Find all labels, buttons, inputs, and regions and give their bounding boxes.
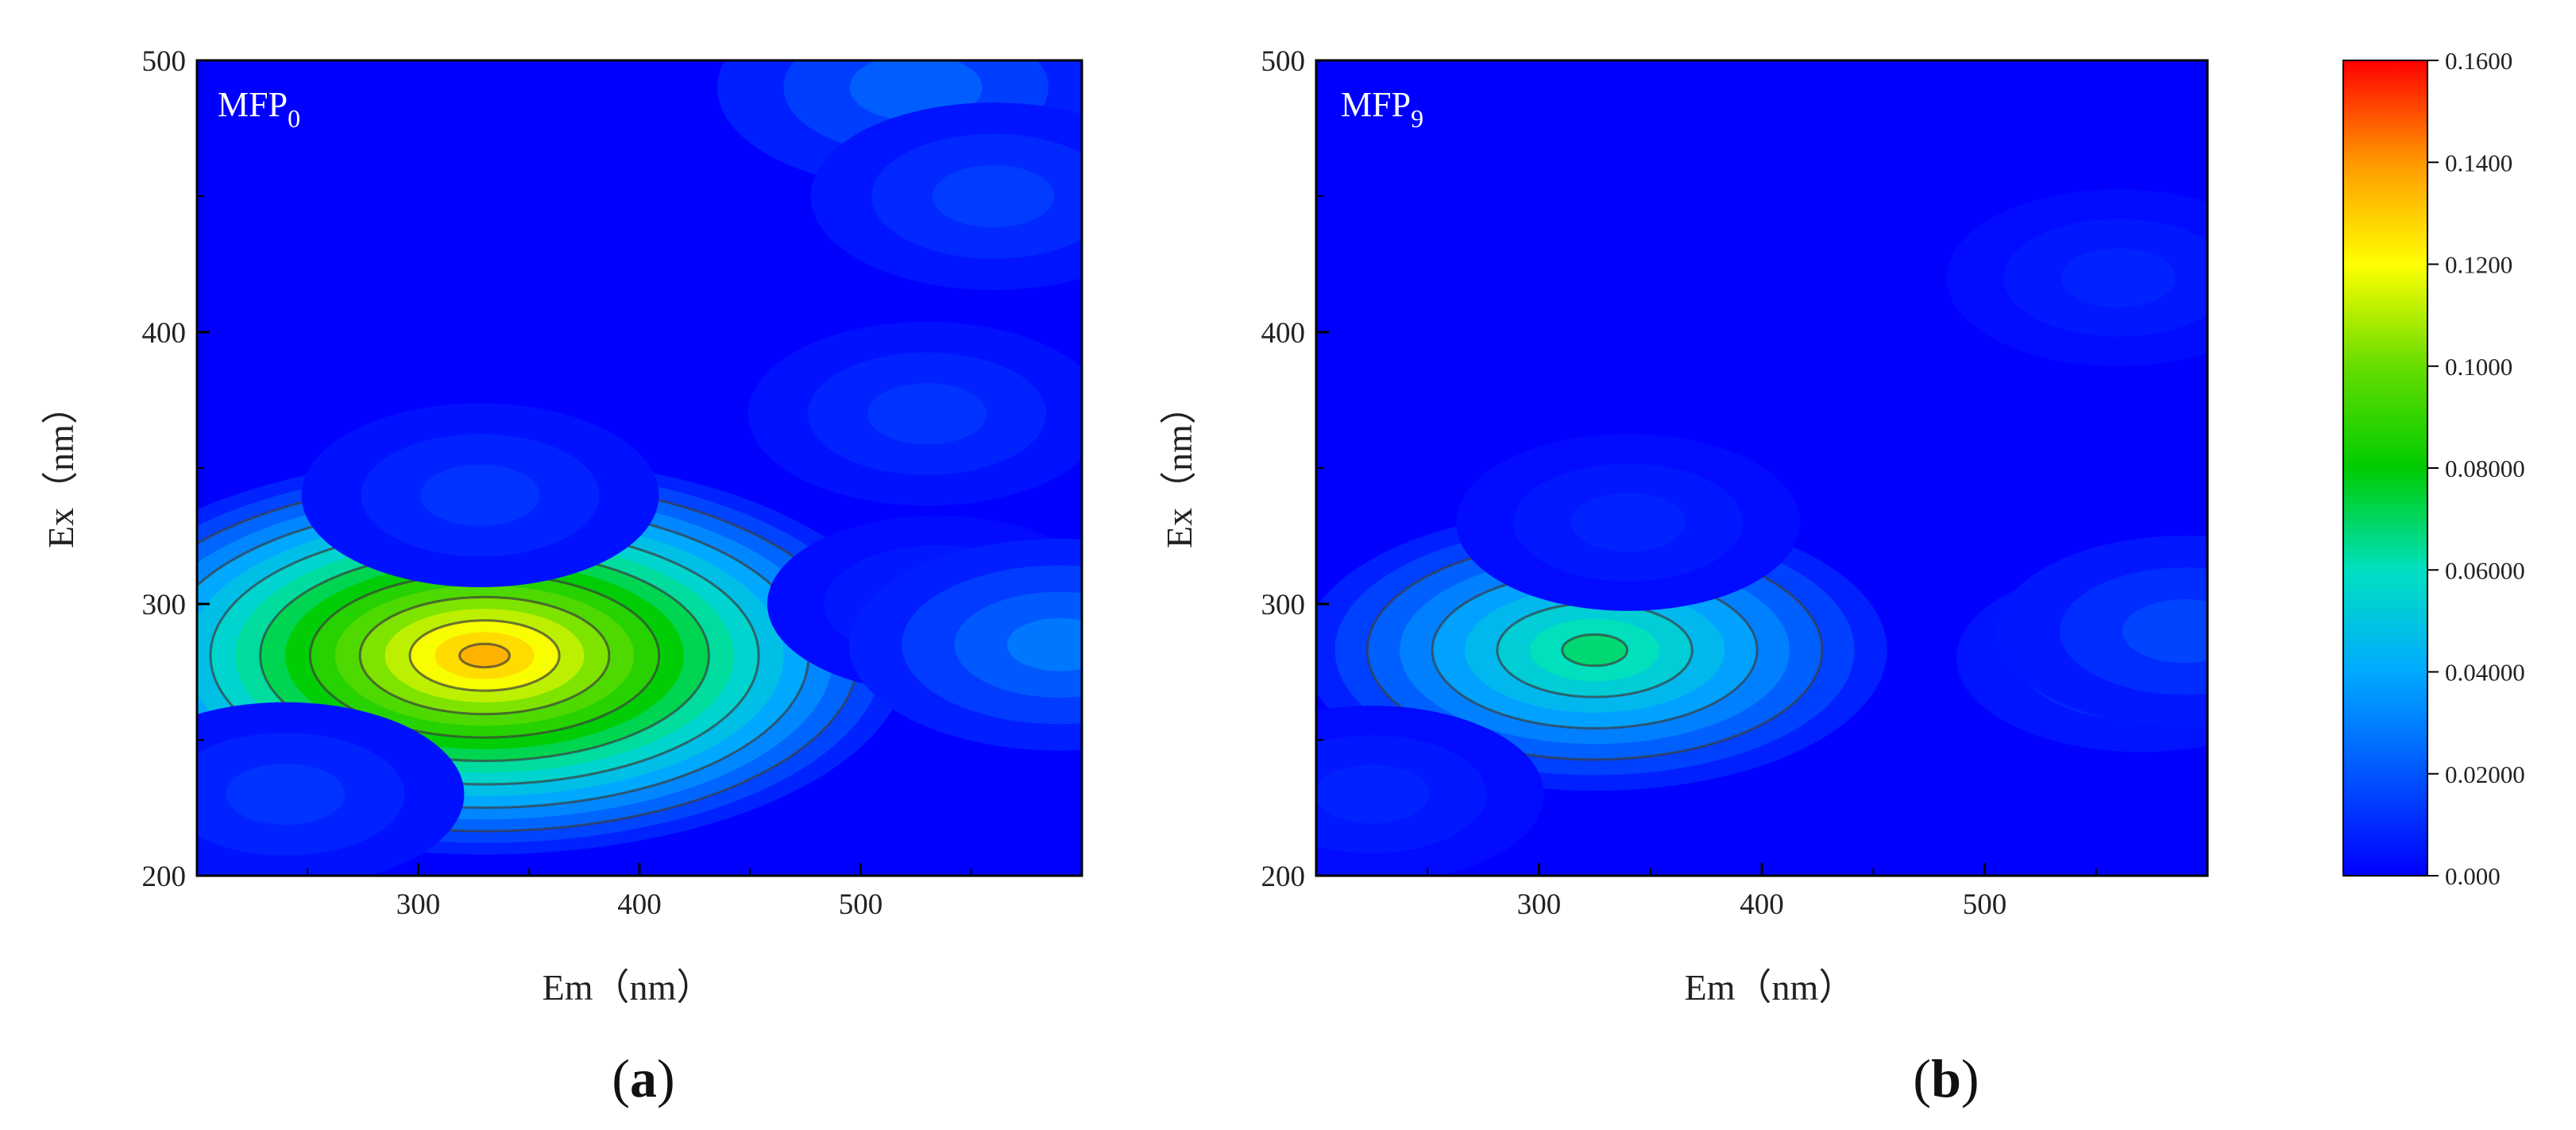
contour-level-a-3-2	[867, 383, 987, 445]
panel-caption-b: (b)	[1913, 1048, 1979, 1109]
y-tick-label-a: 300	[142, 589, 187, 621]
colorbar-tick-label: 0.04000	[2445, 659, 2525, 687]
y-axis-label-b: Ex（nm）	[1159, 388, 1199, 548]
contour-level-b-3-2	[2060, 248, 2176, 308]
y-tick-label-a: 500	[142, 45, 187, 78]
contour-level-b-2-2	[1570, 493, 1686, 552]
panel-a: 200 300 400 500 300 400 500 MFP0 Em（nm） Ex（nm）…	[41, 45, 1083, 1109]
colorbar-tick-label: 0.1200	[2445, 251, 2512, 279]
colorbar-tick-label: 0.1400	[2445, 149, 2512, 176]
x-tick-label-a: 400	[617, 888, 662, 921]
panel-title-b: MFP9	[1341, 85, 1423, 133]
colorbar-ticks: 0.000 0.02000 0.04000 0.06000 0.08000 0.1000 0…	[2427, 47, 2525, 890]
x-tick-label-b: 500	[1963, 888, 2007, 921]
colorbar-tick-label: 0.06000	[2445, 556, 2525, 584]
contour-level-a-7-2	[932, 164, 1055, 228]
contour-level-a-1-2	[226, 763, 346, 825]
contour-level-a-0-16	[458, 642, 511, 669]
panel-title-a: MFP0	[218, 85, 300, 133]
x-tick-label-a: 300	[396, 888, 441, 921]
contour-plot-a	[197, 60, 1082, 876]
x-tick-label-b: 400	[1740, 888, 1784, 921]
contour-level-b-0-8	[1561, 633, 1629, 668]
x-tick-label-a: 500	[839, 888, 883, 921]
panel-b: 200 300 400 500 300 400 500 MFP9 Em（nm） Ex（nm）…	[1159, 45, 2209, 1109]
y-tick-label-a: 200	[142, 861, 187, 893]
colorbar-tick-label: 0.02000	[2445, 760, 2525, 788]
y-axis-label-a: Ex（nm）	[41, 388, 81, 548]
contour-level-a-5-3	[1006, 617, 1082, 671]
axes-b: 200 300 400 500 300 400 500	[1261, 45, 2097, 921]
y-tick-label-a: 400	[142, 317, 187, 350]
contour-level-b-1-2	[1316, 764, 1430, 824]
colorbar-tick-label: 0.08000	[2445, 455, 2525, 482]
x-tick-label-b: 300	[1517, 888, 1562, 921]
panel-caption-a: (a)	[612, 1048, 674, 1109]
x-axis-label-a: Em（nm）	[543, 967, 713, 1008]
colorbar-tick-label: 0.1600	[2445, 47, 2512, 75]
colorbar-fill	[2342, 60, 2428, 877]
y-tick-label-b: 300	[1261, 589, 1306, 621]
y-tick-label-b: 400	[1261, 317, 1306, 350]
colorbar-tick-label: 0.000	[2445, 862, 2501, 890]
contour-plot-b	[1316, 60, 2207, 876]
colorbar: 0.000 0.02000 0.04000 0.06000 0.08000 0.1000 0…	[2342, 47, 2525, 890]
axes-a: 200 300 400 500 300 400 500	[142, 45, 972, 921]
colorbar-tick-label: 0.1000	[2445, 353, 2512, 381]
contour-level-a-2-2	[420, 464, 540, 526]
y-tick-label-b: 500	[1261, 45, 1306, 78]
contour-level-b-5-2	[2122, 599, 2207, 664]
y-tick-label-b: 200	[1261, 861, 1306, 893]
x-axis-label-b: Em（nm）	[1685, 967, 1856, 1008]
